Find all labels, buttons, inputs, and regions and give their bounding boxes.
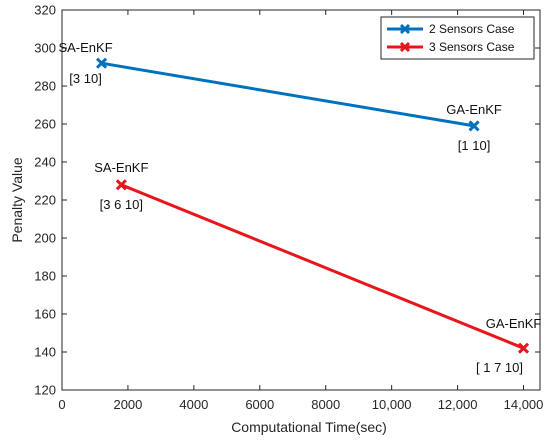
marker-stroke — [115, 179, 127, 191]
x-tick-label: 2000 — [113, 397, 142, 412]
point-label: SA-EnKF — [94, 160, 148, 175]
series-line-1 — [101, 61, 475, 128]
x-tick-label: 10,000 — [372, 397, 412, 412]
legend-label: 3 Sensors Case — [429, 40, 515, 54]
marker-stroke — [95, 57, 108, 69]
point-sublabel: [1 10] — [458, 138, 491, 153]
marker-stroke — [468, 120, 480, 132]
legend-label: 2 Sensors Case — [429, 22, 515, 36]
x-tick-label: 6000 — [245, 397, 274, 412]
y-tick-label: 300 — [34, 41, 56, 56]
x-tick-label: 14,000 — [504, 397, 544, 412]
y-tick-label: 220 — [34, 193, 56, 208]
y-axis-label: Penalty Value — [9, 157, 25, 243]
y-tick-label: 200 — [34, 231, 56, 246]
point-label: GA-EnKF — [446, 102, 502, 117]
y-tick-label: 280 — [34, 79, 56, 94]
y-tick-label: 240 — [34, 155, 56, 170]
legend-marker — [399, 23, 411, 35]
y-tick-label: 120 — [34, 383, 56, 398]
series-2-point-2 — [517, 342, 530, 354]
legend-entry-1: 2 Sensors Case — [387, 22, 515, 36]
x-tick-label: 4000 — [179, 397, 208, 412]
legend-box — [380, 16, 535, 60]
point-sublabel: [3 10] — [69, 71, 102, 86]
series-line-2 — [120, 183, 525, 350]
point-label: GA-EnKF — [486, 316, 542, 331]
y-tick-label: 160 — [34, 307, 56, 322]
legend-entry-2: 3 Sensors Case — [387, 40, 515, 54]
point-sublabel: [ 1 7 10] — [476, 360, 523, 375]
y-tick-label: 260 — [34, 117, 56, 132]
x-axis-label: Computational Time(sec) — [231, 419, 387, 435]
point-sublabel: [3 6 10] — [100, 197, 143, 212]
series-1-point-2 — [468, 120, 480, 132]
legend-marker — [399, 41, 411, 53]
y-tick-label: 320 — [34, 3, 56, 18]
y-tick-label: 180 — [34, 269, 56, 284]
x-tick-label: 0 — [58, 397, 65, 412]
y-tick-label: 140 — [34, 345, 56, 360]
series-1-point-1 — [95, 57, 108, 69]
series-2-point-1 — [115, 179, 127, 191]
point-label: SA-EnKF — [58, 40, 112, 55]
x-tick-label: 12,000 — [438, 397, 478, 412]
marker-stroke — [517, 342, 530, 354]
x-tick-label: 8000 — [311, 397, 340, 412]
